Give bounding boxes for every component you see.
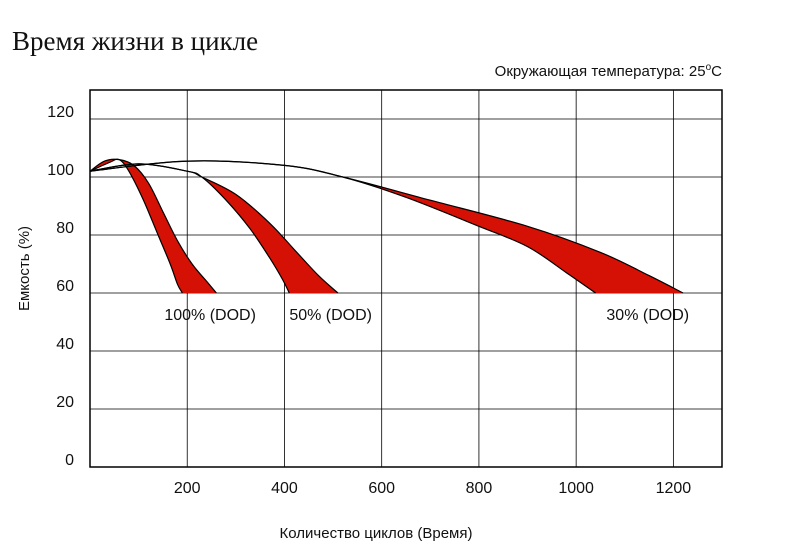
- y-tick-label: 80: [56, 220, 74, 237]
- tick-labels: 200 400 600 800 1000 1200 0 20 40 60 80 100 120: [47, 104, 691, 497]
- y-tick-label: 40: [56, 336, 74, 353]
- y-tick-label: 20: [56, 394, 74, 411]
- dod-1-upper-curve: [89, 158, 217, 294]
- series-labels: 100% (DOD) 50% (DOD) 30% (DOD): [164, 307, 689, 324]
- dod-1-label: 100% (DOD): [164, 307, 256, 324]
- ambient-temperature-unit: C: [711, 63, 722, 80]
- y-tick-label: 120: [47, 104, 74, 121]
- x-tick-label: 1200: [656, 480, 692, 497]
- ambient-temperature-text: Окружающая температура: 25: [494, 63, 706, 80]
- x-axis-title: Количество циклов (Время): [280, 525, 473, 542]
- chart-title: Время жизни в цикле: [12, 26, 259, 56]
- dod-3-band: [90, 160, 684, 293]
- dod-1-lower-curve: [89, 158, 183, 294]
- x-tick-label: 600: [368, 480, 395, 497]
- y-tick-label: 0: [65, 452, 74, 469]
- dod-2-lower-curve: [89, 163, 290, 294]
- plot-frame: [89, 89, 723, 468]
- x-tick-label: 200: [174, 480, 201, 497]
- ambient-temperature-note: Окружающая температура: 25oC: [495, 62, 722, 80]
- y-tick-label: 100: [47, 162, 74, 179]
- y-tick-label: 60: [56, 278, 74, 295]
- dod-2-label: 50% (DOD): [289, 307, 372, 324]
- degree-symbol: o: [705, 62, 712, 73]
- x-tick-label: 400: [271, 480, 298, 497]
- dod-3-lower-curve: [89, 160, 596, 294]
- x-tick-label: 800: [466, 480, 493, 497]
- dod-bands: [89, 158, 684, 294]
- dod-3-label: 30% (DOD): [606, 307, 689, 324]
- dod-2-band: [90, 163, 338, 293]
- dod-1-band: [90, 159, 217, 293]
- y-axis-title: Емкость (%): [16, 226, 33, 311]
- x-tick-label: 1000: [558, 480, 594, 497]
